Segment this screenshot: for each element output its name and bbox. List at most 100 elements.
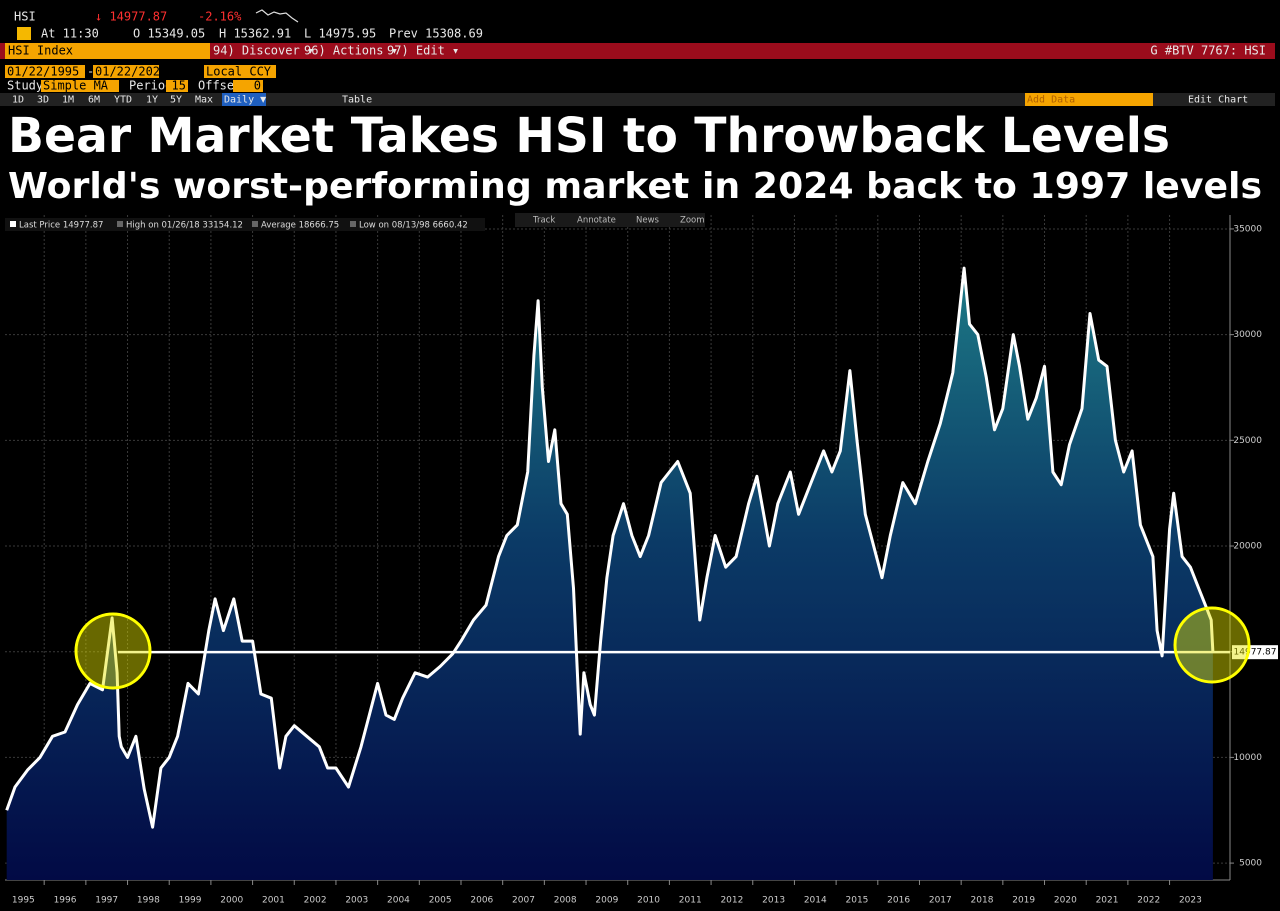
y-tick-label: 30000	[1233, 330, 1262, 340]
x-tick-label: 2009	[595, 896, 618, 906]
offset[interactable]: 0	[254, 79, 261, 93]
last-price-tag	[1232, 645, 1278, 660]
security-box[interactable]	[5, 43, 210, 59]
legend-swatch	[350, 221, 356, 227]
range-button[interactable]: Max	[195, 95, 213, 106]
range-button[interactable]: 6M	[88, 95, 100, 106]
x-tick-label: 2006	[470, 896, 493, 906]
x-tick-label: 2003	[345, 896, 368, 906]
study[interactable]: Simple MA	[43, 79, 109, 93]
x-tick-label: 2008	[554, 896, 577, 906]
input[interactable]	[233, 80, 263, 92]
start-date[interactable]: 01/22/1995	[7, 65, 79, 79]
legend-swatch	[10, 221, 16, 227]
input[interactable]	[41, 80, 119, 92]
input[interactable]	[1025, 93, 1153, 106]
sparkline-icon	[255, 9, 299, 23]
highlight-circle	[74, 612, 152, 690]
prev: Prev 15308.69	[389, 27, 483, 41]
x-tick-label: 2017	[929, 896, 952, 906]
y-tick-label: 20000	[1233, 542, 1262, 552]
x-tick-label: 2007	[512, 896, 535, 906]
menu-item[interactable]: 94) Discover ▾	[213, 44, 314, 58]
highlight-circle	[1173, 606, 1251, 684]
x-tick-label: 2015	[846, 896, 869, 906]
x-tick-label: 2018	[971, 896, 994, 906]
x-tick-label: 1995	[12, 896, 35, 906]
menu-item[interactable]: 97) Edit ▾	[387, 44, 459, 58]
input[interactable]	[166, 80, 188, 92]
low: L 14975.95	[304, 27, 376, 41]
period[interactable]: 15	[172, 79, 186, 93]
x-tick-label: 2020	[1054, 896, 1077, 906]
ticker: HSI	[14, 10, 36, 24]
x-tick-label: 2004	[387, 896, 410, 906]
plot: 5000100001500020000250003000035000199519…	[5, 213, 1278, 906]
legend-swatch	[252, 221, 258, 227]
time: At 11:30	[41, 27, 99, 41]
y-tick-label: 5000	[1239, 859, 1262, 869]
period-label: Period	[129, 79, 172, 93]
open: O 15349.05	[133, 27, 205, 41]
add-data[interactable]: Add Data	[1027, 95, 1075, 106]
area-fill	[6, 268, 1213, 881]
change: -2.16%	[198, 10, 242, 24]
x-tick-label: 2001	[262, 896, 285, 906]
x-tick-label: 2021	[1096, 896, 1119, 906]
x-tick-label: 2010	[637, 896, 660, 906]
chart-tool[interactable]: Zoom	[680, 216, 705, 226]
y-tick-label: 10000	[1233, 753, 1262, 763]
input[interactable]	[93, 65, 159, 78]
legend-bar	[5, 218, 485, 231]
x-tick-label: 2019	[1012, 896, 1035, 906]
chart-title: Bear Market Takes HSI to Throwback Level…	[8, 108, 1170, 164]
x-tick-label: 1999	[179, 896, 202, 906]
offset-label: Offset	[198, 79, 241, 93]
chart-tool[interactable]: Track	[532, 216, 555, 226]
separator: -	[87, 65, 94, 79]
end-date[interactable]: 01/22/2024	[95, 65, 167, 79]
x-tick-label: 2012	[720, 896, 743, 906]
y-tick-label: 35000	[1233, 224, 1262, 234]
edit-chart[interactable]: Edit Chart	[1188, 95, 1248, 106]
menu-item[interactable]: 96) Actions ▾	[304, 44, 398, 58]
range-button[interactable]: 3D	[37, 95, 49, 106]
high: H 15362.91	[219, 27, 291, 41]
price-line	[5, 266, 1215, 829]
chart-tool[interactable]: Annotate	[577, 216, 616, 226]
x-tick-label: 2016	[887, 896, 910, 906]
last-price-label: 14977.87	[1234, 648, 1277, 658]
study-label: Study	[7, 79, 43, 93]
x-tick-label: 1996	[54, 896, 77, 906]
chart-tools	[515, 213, 705, 227]
x-tick-label: 2005	[429, 896, 452, 906]
x-tick-label: 2000	[220, 896, 243, 906]
legend-entry: Average 18666.75	[261, 221, 339, 231]
menu-right: G #BTV 7767: HSI	[1150, 44, 1266, 58]
y-tick-label: 25000	[1233, 436, 1262, 446]
frequency-box[interactable]	[222, 93, 266, 106]
range-button[interactable]: 1Y	[146, 95, 158, 106]
input[interactable]	[5, 65, 85, 78]
table-button[interactable]: Table	[342, 95, 372, 106]
x-tick-label: 2014	[804, 896, 827, 906]
legend-entry: Last Price 14977.87	[19, 221, 103, 231]
input[interactable]	[204, 65, 276, 78]
currency[interactable]: Local CCY	[206, 65, 272, 79]
range-button[interactable]: 1M	[62, 95, 74, 106]
menu-bar	[0, 43, 1275, 59]
legend-swatch	[117, 221, 123, 227]
range-button[interactable]: 5Y	[170, 95, 182, 106]
security[interactable]: HSI Index	[8, 44, 73, 58]
chart-tool[interactable]: News	[636, 216, 660, 226]
x-tick-label: 2023	[1179, 896, 1202, 906]
x-tick-label: 1998	[137, 896, 160, 906]
range-button[interactable]: YTD	[114, 95, 132, 106]
x-tick-label: 2013	[762, 896, 785, 906]
range-button[interactable]: 1D	[12, 95, 24, 106]
last-price: ↓ 14977.87	[95, 10, 167, 24]
toolbar	[0, 93, 1275, 106]
x-tick-label: 1997	[95, 896, 118, 906]
frequency[interactable]: Daily ▼	[224, 95, 266, 106]
